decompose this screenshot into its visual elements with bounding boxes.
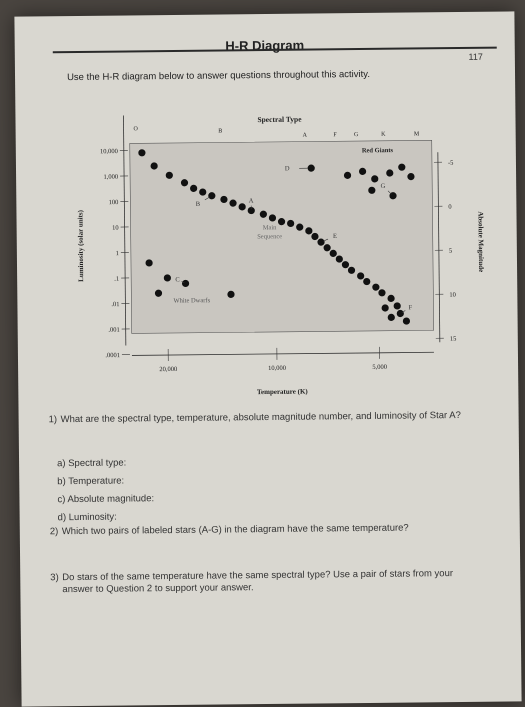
y2-tick-label: 15 bbox=[450, 336, 457, 343]
y2-tick-label: 0 bbox=[448, 204, 451, 211]
spectral-type-label: A bbox=[303, 133, 308, 139]
intro-text: Use the H-R diagram below to answer ques… bbox=[67, 69, 370, 83]
part-text: Spectral type: bbox=[68, 457, 126, 469]
bottom-axis-line bbox=[132, 352, 434, 355]
part-text: Temperature: bbox=[68, 476, 124, 488]
region-label: White Dwarfs bbox=[173, 297, 210, 304]
star-label: G bbox=[381, 183, 386, 190]
worksheet-page: H-R Diagram 117 Use the H-R diagram belo… bbox=[14, 11, 521, 706]
spectral-type-label: M bbox=[414, 131, 420, 137]
spectral-type-label: O bbox=[133, 126, 138, 132]
question-1-number: 1) bbox=[49, 414, 61, 426]
part-letter: a) bbox=[57, 458, 66, 469]
y2-tick-label: 10 bbox=[449, 292, 456, 299]
question-3: 3)Do stars of the same temperature have … bbox=[50, 568, 490, 597]
question-2: 2)Which two pairs of labeled stars (A-G)… bbox=[50, 522, 490, 539]
chart-title: Spectral Type bbox=[257, 115, 302, 124]
y-axis-label: Luminosity (solar units) bbox=[76, 209, 85, 282]
question-1-text: What are the spectral type, temperature,… bbox=[61, 410, 481, 426]
spectral-type-label: F bbox=[333, 132, 337, 138]
y-tick-label: .001 bbox=[108, 327, 119, 334]
y-tick-label: 10,000 bbox=[100, 148, 118, 155]
star-label: F bbox=[408, 304, 412, 311]
x-axis-label: Temperature (K) bbox=[257, 388, 308, 397]
x-tick-label: 20,000 bbox=[159, 366, 177, 373]
question-3-number: 3) bbox=[50, 572, 62, 584]
part-letter: d) bbox=[58, 512, 67, 523]
region-label: Red Giants bbox=[362, 147, 394, 154]
y2-tick-label: -5 bbox=[448, 160, 453, 167]
region-label-sequence: Sequence bbox=[257, 233, 282, 240]
question-1b: b) Temperature: bbox=[57, 476, 124, 488]
part-letter: b) bbox=[57, 476, 66, 487]
spectral-type-label: G bbox=[354, 132, 359, 138]
region-label-main: Main bbox=[263, 224, 278, 231]
spectral-type-label: K bbox=[381, 132, 386, 138]
part-text: Luminosity: bbox=[69, 512, 117, 524]
y2-axis-label: Absolute Magnitude bbox=[476, 211, 485, 272]
question-2-number: 2) bbox=[50, 526, 62, 538]
star-label: E bbox=[333, 233, 337, 240]
star-label: A bbox=[249, 198, 254, 205]
question-1d: d) Luminosity: bbox=[58, 512, 117, 524]
question-3-text: Do stars of the same temperature have th… bbox=[62, 568, 482, 596]
star-label: B bbox=[196, 201, 201, 208]
right-axis-line bbox=[438, 152, 440, 342]
question-1c: c) Absolute magnitude: bbox=[57, 493, 154, 505]
y-tick-label: 100 bbox=[109, 199, 119, 206]
y-tick-label: .1 bbox=[114, 276, 119, 283]
star-label: C bbox=[175, 277, 179, 284]
y-tick-label: .01 bbox=[111, 301, 119, 308]
question-1a: a) Spectral type: bbox=[57, 457, 126, 469]
x-tick-label: 10,000 bbox=[268, 365, 286, 372]
y2-tick-label: 5 bbox=[449, 248, 452, 255]
y-tick-label: 1 bbox=[116, 250, 119, 257]
part-text: Absolute magnitude: bbox=[67, 493, 154, 505]
page-number: 117 bbox=[468, 52, 482, 62]
part-letter: c) bbox=[57, 494, 65, 505]
spectral-type-label: B bbox=[218, 128, 222, 134]
question-1: 1)What are the spectral type, temperatur… bbox=[49, 410, 489, 427]
x-tick-label: 5,000 bbox=[372, 364, 387, 371]
left-axis-line bbox=[123, 116, 125, 346]
y-tick-label: 10 bbox=[112, 225, 119, 232]
y-tick-label: 1,000 bbox=[103, 174, 118, 181]
y-tick-label: .0001 bbox=[105, 352, 120, 359]
star-label: D bbox=[285, 165, 290, 172]
question-2-text: Which two pairs of labeled stars (A-G) i… bbox=[62, 522, 482, 538]
